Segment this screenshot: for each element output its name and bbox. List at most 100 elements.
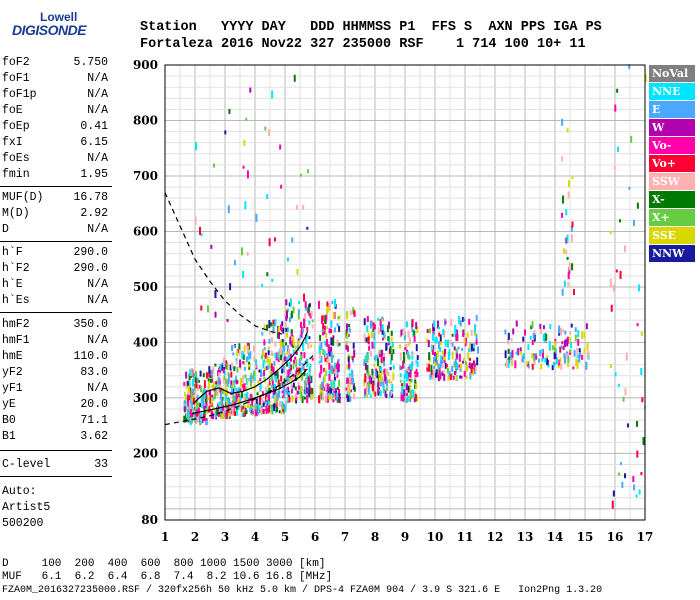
echo-point: [331, 366, 334, 375]
echo-point: [569, 349, 572, 353]
echo-point: [183, 381, 186, 386]
echo-point: [437, 341, 440, 350]
echo-point: [390, 336, 393, 342]
echo-point: [475, 333, 478, 341]
param-value: N/A: [87, 104, 108, 117]
echo-point: [630, 135, 633, 143]
echo-point: [441, 364, 444, 368]
echo-point: [259, 378, 262, 382]
echo-point: [256, 392, 259, 396]
echo-point: [192, 397, 195, 405]
echo-point: [520, 351, 523, 356]
echo-point: [428, 328, 431, 334]
echo-point: [202, 398, 205, 407]
echo-point: [379, 367, 382, 372]
echo-point: [300, 354, 303, 361]
echo-point: [294, 356, 297, 360]
echo-point: [230, 371, 233, 378]
echo-point: [374, 371, 377, 376]
echo-point: [325, 326, 328, 330]
echo-point: [281, 390, 284, 394]
echo-point: [470, 329, 473, 336]
echo-point: [337, 363, 340, 372]
echo-point: [235, 406, 238, 410]
echo-point: [289, 364, 292, 371]
echo-point: [272, 394, 275, 399]
echo-point: [270, 350, 273, 356]
echo-point: [235, 358, 238, 362]
echo-point: [433, 365, 436, 369]
echo-point: [266, 397, 269, 401]
echo-point: [576, 360, 579, 369]
echo-point: [617, 146, 620, 152]
echo-point: [324, 369, 327, 376]
param-value: 20.0: [80, 398, 108, 411]
param-label: foF1p: [2, 88, 37, 101]
echo-point: [348, 362, 351, 369]
legend-item-e: E: [649, 101, 695, 118]
echo-point: [332, 335, 335, 339]
echo-point: [348, 375, 351, 384]
echo-point: [290, 385, 293, 394]
echo-point: [468, 346, 471, 350]
echo-point: [463, 318, 466, 322]
echo-point: [549, 324, 552, 330]
echo-point: [373, 385, 376, 392]
echo-point: [363, 318, 366, 326]
echo-point: [383, 361, 386, 367]
echo-point: [622, 396, 625, 402]
echo-point: [245, 410, 248, 415]
echo-point: [206, 305, 209, 313]
echo-point: [389, 360, 392, 365]
echo-point: [439, 359, 442, 368]
echo-point: [382, 386, 385, 394]
echo-point: [194, 402, 197, 407]
echo-point: [185, 394, 188, 400]
echo-point: [576, 354, 579, 359]
echo-point: [615, 269, 618, 273]
echo-point: [475, 314, 478, 321]
echo-point: [243, 139, 246, 146]
echo-point: [458, 316, 461, 325]
echo-point: [618, 219, 621, 223]
echo-point: [270, 404, 273, 409]
echo-point: [383, 368, 386, 375]
echo-point: [322, 322, 325, 329]
echo-point: [292, 343, 295, 348]
echo-point: [540, 329, 543, 335]
logo-digisonde: DIGISONDE: [12, 22, 87, 38]
echo-point: [437, 363, 440, 371]
echo-point: [219, 414, 222, 418]
echo-point: [286, 327, 289, 333]
echo-point: [257, 409, 260, 413]
echo-point: [211, 397, 214, 404]
echo-point: [224, 394, 227, 402]
echo-point: [284, 400, 287, 406]
echo-point: [321, 392, 324, 401]
echo-point: [619, 270, 622, 279]
echo-point: [284, 342, 287, 346]
echo-point: [236, 390, 239, 394]
echo-point: [259, 371, 262, 378]
echo-point: [517, 348, 520, 356]
series-model-lower: [164, 353, 316, 426]
echo-point: [193, 373, 196, 379]
echo-point: [276, 371, 279, 380]
echo-point: [200, 305, 203, 311]
echo-point: [546, 358, 549, 366]
echo-point: [220, 364, 223, 371]
echo-point: [244, 374, 247, 379]
echo-point: [215, 410, 218, 418]
echo-point: [427, 340, 430, 348]
echo-point: [402, 328, 405, 332]
echo-point: [377, 374, 380, 382]
echo-point: [194, 417, 197, 423]
echo-point: [617, 383, 620, 387]
echo-point: [405, 344, 408, 351]
legend-item-noval: NoVal: [649, 65, 695, 82]
param-value: N/A: [87, 382, 108, 395]
echo-point: [415, 344, 418, 352]
echo-point: [472, 343, 475, 349]
echo-point: [304, 360, 307, 364]
echo-point: [187, 412, 190, 421]
